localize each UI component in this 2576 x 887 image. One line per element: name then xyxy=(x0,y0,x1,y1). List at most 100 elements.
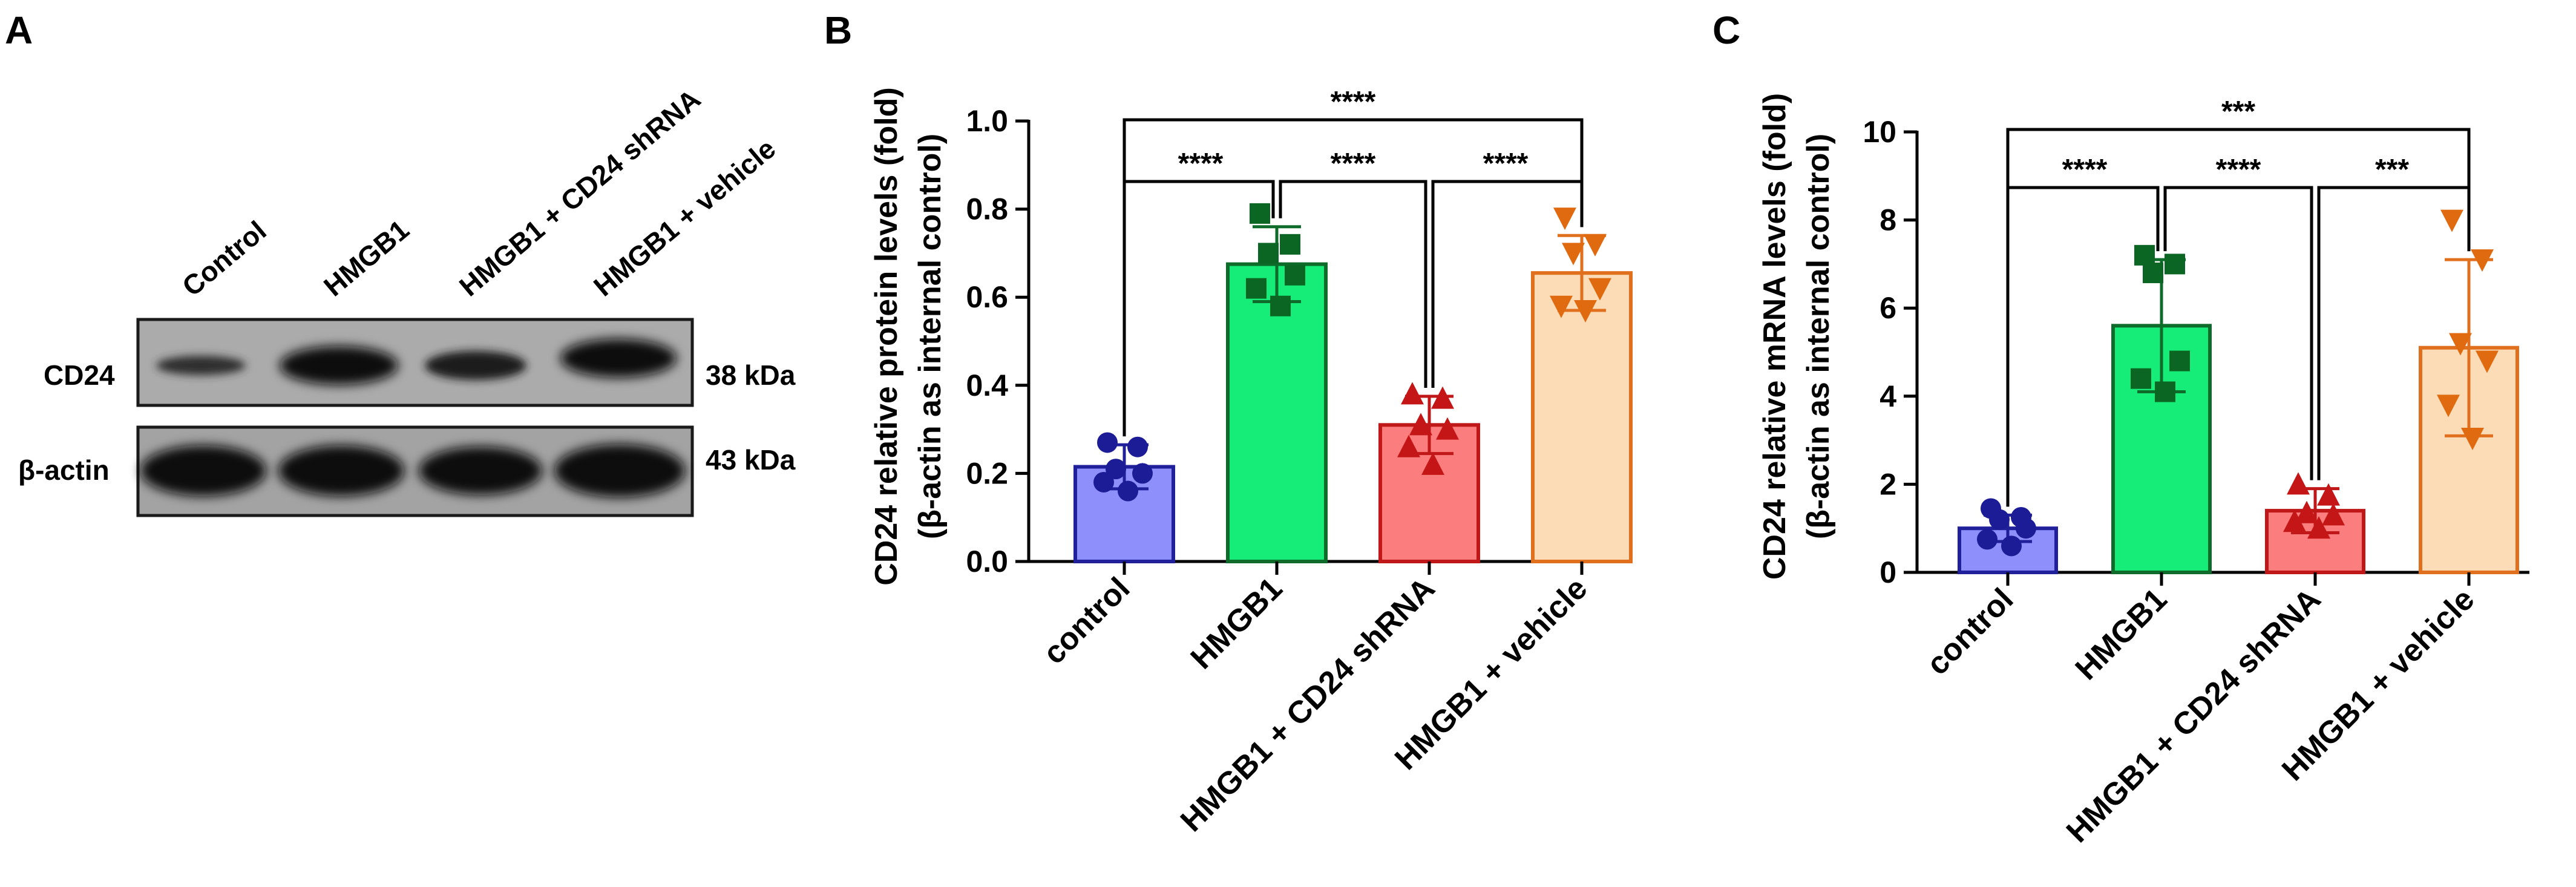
blot-row-label-beta-actin: β-actin xyxy=(18,454,110,486)
data-point xyxy=(1401,382,1424,405)
significance-bracket xyxy=(1279,180,1427,388)
data-point xyxy=(2317,483,2340,506)
x-tick-label: control xyxy=(1920,581,2020,682)
blot-row-label-cd24: CD24 xyxy=(44,359,115,391)
lane-label-hmgb1: HMGB1 xyxy=(318,214,415,303)
data-point xyxy=(1127,436,1148,457)
y-tick-label: 6 xyxy=(1880,291,1896,325)
data-point xyxy=(1132,463,1153,484)
bar xyxy=(1531,271,1633,563)
band-actin-hmgb1 xyxy=(278,445,404,496)
panel-a-letter: A xyxy=(5,8,33,52)
y-tick-label: 0.6 xyxy=(966,280,1008,314)
data-point xyxy=(2134,244,2155,266)
y-tick-label: 2 xyxy=(1880,467,1896,501)
data-point xyxy=(2449,333,2472,356)
panel-b-ylabel-line2: (β-actin as internal control) xyxy=(913,134,948,539)
significance-label: *** xyxy=(2221,96,2255,128)
data-point xyxy=(2131,368,2151,389)
panel-b-letter: B xyxy=(824,8,852,52)
data-point xyxy=(2437,394,2460,417)
significance-label: **** xyxy=(2216,154,2261,186)
panel-a-western-blot: A Control HMGB1 HMGB1 + CD24 shRNA HMGB1… xyxy=(5,8,796,517)
data-point xyxy=(1258,243,1279,264)
data-point xyxy=(2440,209,2463,232)
data-point xyxy=(1250,203,1270,224)
band-cd24-shrna xyxy=(425,351,526,380)
data-point xyxy=(1553,208,1576,231)
y-tick-label: 0.8 xyxy=(966,192,1008,226)
data-point xyxy=(1562,243,1585,266)
x-tick-label: HMGB1 xyxy=(2069,581,2174,687)
data-point xyxy=(1106,459,1126,480)
panel-c-mrna-chart: C CD24 relative mRNA levels (fold) (β-ac… xyxy=(1712,8,2529,849)
data-point xyxy=(1584,234,1607,257)
blot-size-cd24: 38 kDa xyxy=(706,359,796,391)
data-point xyxy=(2322,503,2345,526)
y-tick-label: 0.4 xyxy=(966,368,1008,402)
band-actin-vehicle xyxy=(554,444,685,497)
y-tick-label: 4 xyxy=(1880,379,1896,413)
x-tick-label: HMGB1 + CD24 shRNA xyxy=(2060,581,2328,849)
panel-c-ylabel-line1: CD24 relative mRNA levels (fold) xyxy=(1757,93,1792,580)
band-actin-shrna xyxy=(419,447,542,495)
data-point xyxy=(1270,295,1291,316)
data-point xyxy=(2307,516,2330,539)
data-point xyxy=(2471,249,2494,272)
data-point xyxy=(1409,413,1432,436)
data-point xyxy=(1397,434,1420,457)
blot-size-beta-actin: 43 kDa xyxy=(706,444,796,476)
y-tick-label: 8 xyxy=(1880,203,1896,237)
data-point xyxy=(2143,262,2163,283)
panel-b-protein-chart: B CD24 relative protein levels (fold) (β… xyxy=(824,8,1633,839)
data-point xyxy=(2461,427,2484,450)
data-point xyxy=(2295,500,2318,523)
x-tick-label: HMGB1 xyxy=(1184,571,1290,676)
data-point xyxy=(2287,472,2310,495)
x-tick-label: HMGB1 + CD24 shRNA xyxy=(1174,571,1442,839)
panel-b-ylabel-line1: CD24 relative protein levels (fold) xyxy=(869,87,904,586)
data-point xyxy=(1989,509,2010,530)
data-point xyxy=(1977,529,1998,550)
data-point xyxy=(1118,480,1138,502)
significance-label: **** xyxy=(1331,148,1376,180)
data-point xyxy=(1431,386,1454,409)
y-tick-label: 0.0 xyxy=(966,545,1008,578)
data-point xyxy=(2476,350,2499,373)
lane-label-hmgb1-cd24-shrna: HMGB1 + CD24 shRNA xyxy=(453,83,706,303)
data-point xyxy=(1097,432,1118,453)
data-point xyxy=(1285,264,1305,286)
blot-beta-actin xyxy=(136,425,694,517)
data-point xyxy=(2016,518,2036,539)
significance-label: *** xyxy=(2375,154,2409,186)
data-point xyxy=(1436,417,1459,440)
significance-label: **** xyxy=(1331,86,1376,118)
data-point xyxy=(2001,535,2022,557)
band-cd24-hmgb1 xyxy=(280,346,398,385)
data-point xyxy=(1574,300,1597,323)
lane-label-control: Control xyxy=(176,215,272,303)
band-cd24-vehicle xyxy=(560,339,677,378)
significance-label: **** xyxy=(2062,154,2108,186)
data-point xyxy=(2155,381,2175,402)
significance-bracket xyxy=(2163,186,2313,480)
significance-label: **** xyxy=(1483,148,1529,180)
data-point xyxy=(2169,350,2190,371)
y-tick-label: 0 xyxy=(1880,555,1896,589)
data-point xyxy=(1280,234,1300,255)
x-tick-label: control xyxy=(1037,571,1137,671)
data-point xyxy=(1550,295,1573,318)
data-point xyxy=(2283,509,2306,532)
y-tick-label: 10 xyxy=(1863,115,1896,149)
blot-cd24 xyxy=(136,318,694,407)
significance-bracket xyxy=(2006,128,2471,507)
data-point xyxy=(1588,278,1611,301)
y-tick-label: 0.2 xyxy=(966,456,1008,490)
data-point xyxy=(1421,452,1444,475)
panel-c-letter: C xyxy=(1712,8,1740,52)
data-point xyxy=(2165,254,2185,275)
y-tick-label: 1.0 xyxy=(966,104,1008,138)
